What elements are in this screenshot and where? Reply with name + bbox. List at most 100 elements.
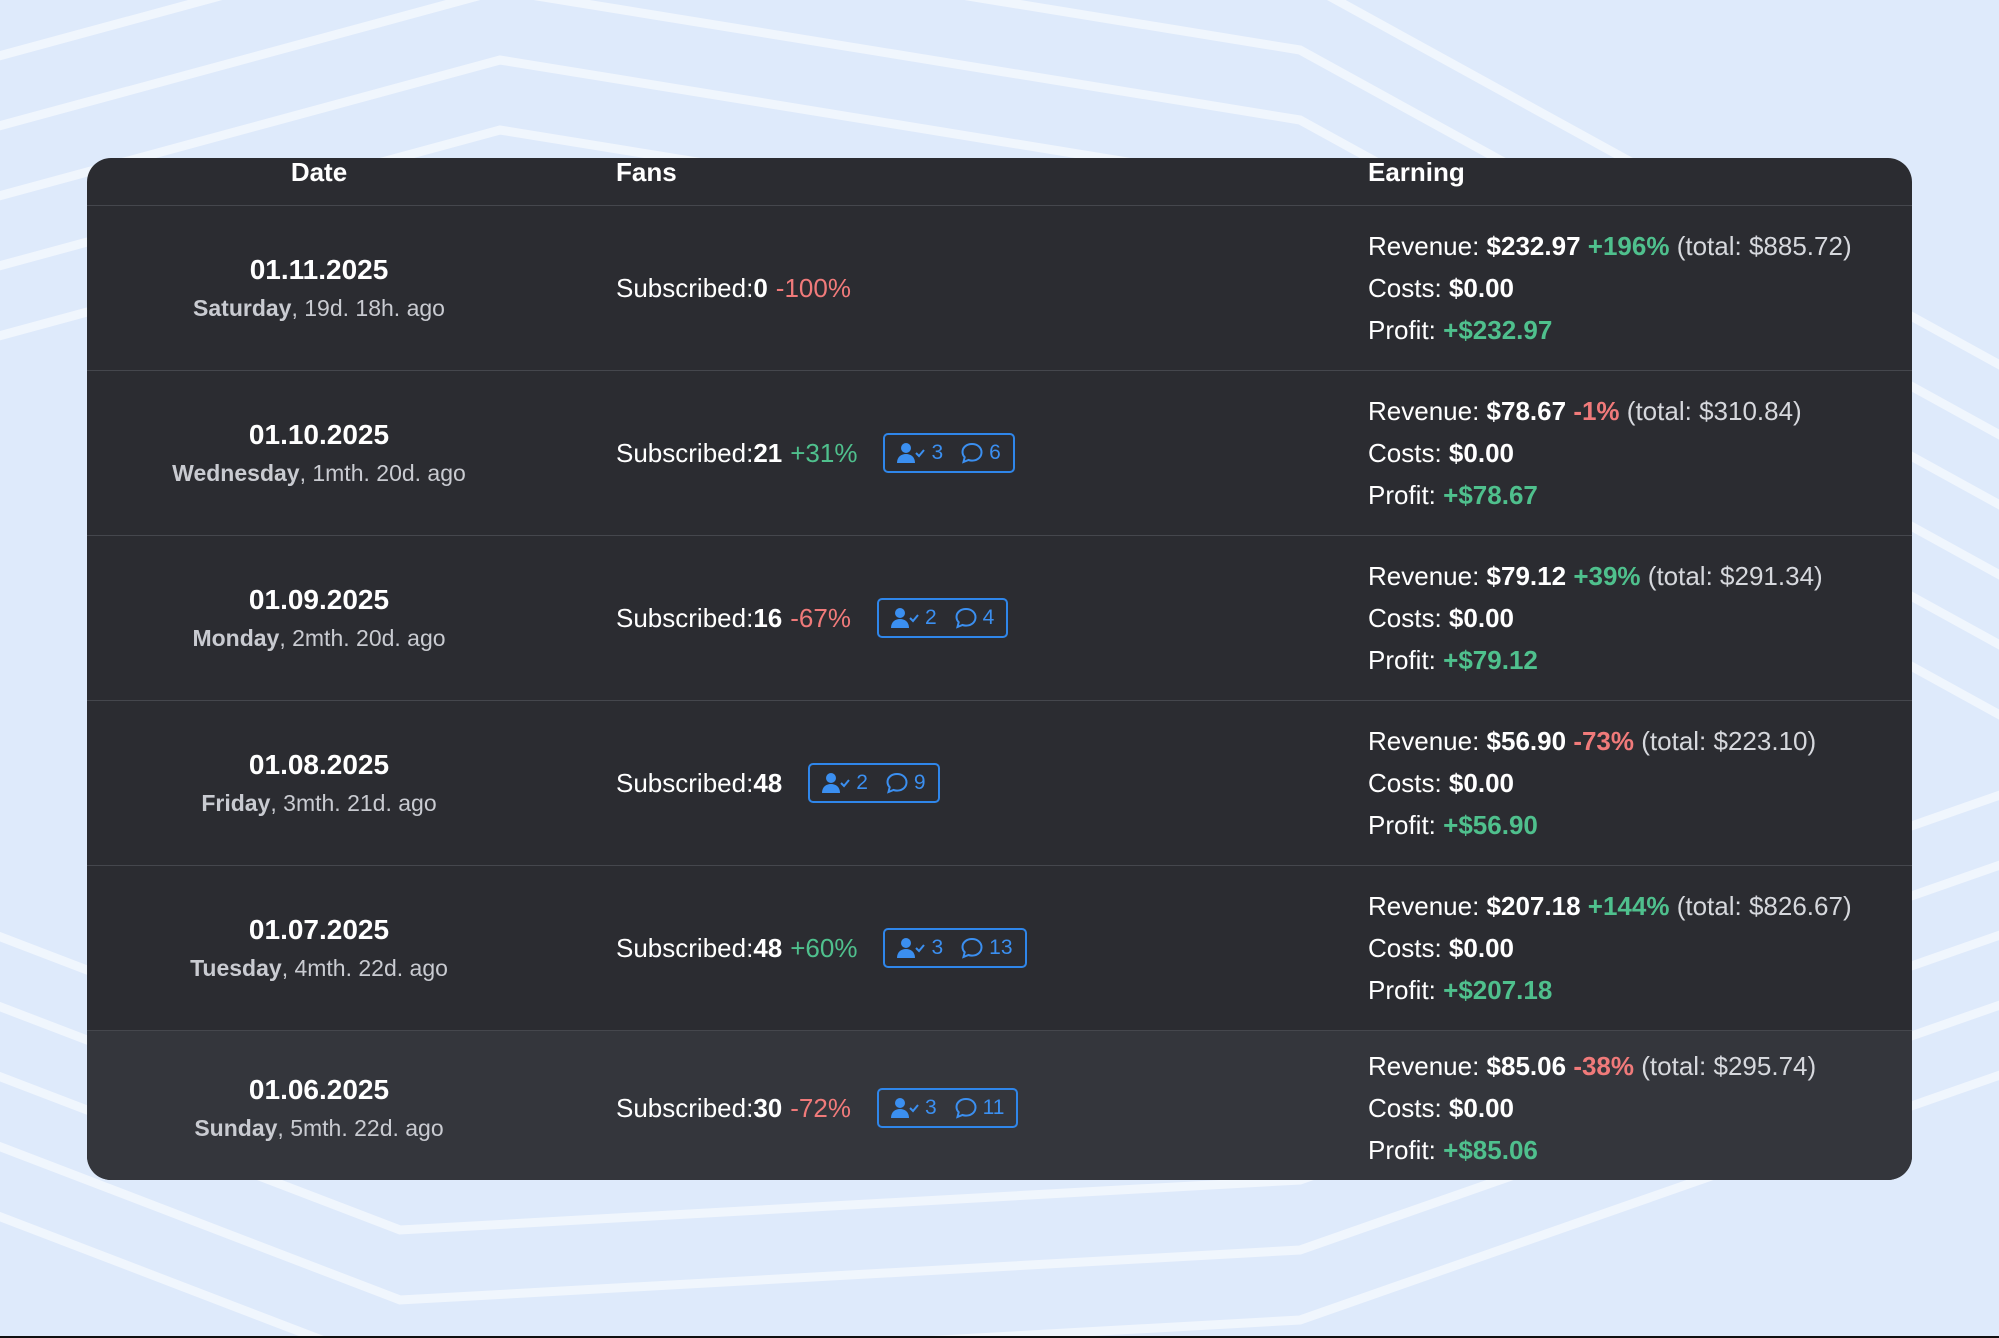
table-row[interactable]: 01.08.2025 Friday, 3mth. 21d. ago Subscrib… — [87, 701, 1912, 866]
fans-cell: Subscribed: 30 -72% 3 11 — [616, 1031, 1019, 1180]
badge-users-count: 3 — [931, 441, 944, 464]
costs-line: Costs: $0.00 — [1368, 267, 1852, 309]
profit-value: +$232.97 — [1443, 315, 1553, 345]
subscribed-label: Subscribed: — [616, 272, 754, 303]
subscribed-label: Subscribed: — [616, 437, 754, 468]
fans-cell: Subscribed: 16 -67% 2 4 — [616, 536, 1009, 700]
fans-change: -67% — [790, 602, 851, 633]
revenue-label: Revenue: — [1368, 231, 1480, 261]
subscribed-label: Subscribed: — [616, 767, 754, 798]
total-label: (total: — [1676, 231, 1742, 261]
costs-label: Costs: — [1368, 438, 1442, 468]
weekday: Wednesday — [172, 460, 300, 486]
costs-label: Costs: — [1368, 933, 1442, 963]
time-ago: , 3mth. 21d. ago — [270, 790, 437, 816]
table-row[interactable]: 01.11.2025 Saturday, 19d. 18h. ago Subscri… — [87, 206, 1912, 371]
fans-cell: Subscribed: 0 -100% — [616, 206, 851, 370]
subscribed-label: Subscribed: — [616, 602, 754, 633]
revenue-value: $85.06 — [1486, 1051, 1567, 1081]
subscribed-label: Subscribed: — [616, 932, 754, 963]
revenue-line: Revenue: $78.67 -1% (total: $310.84) — [1368, 390, 1802, 432]
date-value: 01.09.2025 — [248, 584, 390, 615]
time-ago: , 1mth. 20d. ago — [299, 460, 466, 486]
revenue-value: $232.97 — [1486, 231, 1581, 261]
table-row[interactable]: 01.06.2025 Sunday, 5mth. 22d. ago Subscrib… — [87, 1031, 1912, 1180]
user-check-icon — [822, 773, 851, 793]
date-value: 01.07.2025 — [248, 914, 390, 945]
profit-label: Profit: — [1368, 1135, 1436, 1165]
fans-change: -72% — [790, 1092, 851, 1123]
revenue-value: $207.18 — [1486, 891, 1581, 921]
stats-table: Date Fans Earning 01.11.2025 Saturday, 19… — [87, 158, 1912, 1180]
fans-cell: Subscribed: 48 +60% 3 13 — [616, 866, 1027, 1030]
costs-value: $0.00 — [1448, 438, 1514, 468]
costs-line: Costs: $0.00 — [1368, 597, 1823, 639]
fans-activity-badge[interactable]: 3 13 — [883, 928, 1027, 968]
costs-line: Costs: $0.00 — [1368, 432, 1802, 474]
subscribed-count: 48 — [753, 767, 783, 798]
date-relative: Wednesday, 1mth. 20d. ago — [172, 457, 466, 489]
subscribed-count: 21 — [753, 437, 783, 468]
revenue-change: +196% — [1587, 231, 1670, 261]
revenue-total: (total: $291.34) — [1648, 561, 1823, 591]
total-label: (total: — [1647, 561, 1713, 591]
profit-value: +$78.67 — [1443, 480, 1538, 510]
date-relative: Sunday, 5mth. 22d. ago — [194, 1112, 443, 1144]
total-value: $885.72 — [1748, 231, 1843, 261]
time-ago: , 2mth. 20d. ago — [279, 625, 446, 651]
total-label: (total: — [1641, 1051, 1707, 1081]
table-row[interactable]: 01.09.2025 Monday, 2mth. 20d. ago Subscrib… — [87, 536, 1912, 701]
revenue-line: Revenue: $207.18 +144% (total: $826.67) — [1368, 885, 1852, 927]
message-icon — [961, 442, 983, 464]
column-header-date[interactable]: Date — [290, 158, 348, 187]
fans-change: +60% — [790, 932, 858, 963]
badge-messages-count: 6 — [989, 441, 1001, 464]
badge-users-count: 3 — [924, 1096, 937, 1119]
profit-value: +$56.90 — [1443, 810, 1538, 840]
revenue-label: Revenue: — [1368, 726, 1480, 756]
time-ago: , 19d. 18h. ago — [291, 295, 445, 321]
revenue-change: +144% — [1587, 891, 1670, 921]
profit-line: Profit: +$79.12 — [1368, 639, 1823, 681]
column-header-earning[interactable]: Earning — [1368, 158, 1465, 187]
date-relative: Friday, 3mth. 21d. ago — [201, 787, 436, 819]
time-ago: , 4mth. 22d. ago — [281, 955, 448, 981]
revenue-change: -1% — [1573, 396, 1620, 426]
costs-label: Costs: — [1368, 1093, 1442, 1123]
profit-value: +$207.18 — [1443, 975, 1553, 1005]
total-value: $310.84 — [1699, 396, 1794, 426]
fans-activity-badge[interactable]: 3 11 — [876, 1088, 1019, 1128]
revenue-value: $78.67 — [1486, 396, 1567, 426]
profit-line: Profit: +$56.90 — [1368, 804, 1816, 846]
fans-cell: Subscribed: 48 2 9 — [616, 701, 940, 865]
revenue-line: Revenue: $79.12 +39% (total: $291.34) — [1368, 555, 1823, 597]
date-value: 01.10.2025 — [248, 419, 390, 450]
table-row[interactable]: 01.07.2025 Tuesday, 4mth. 22d. ago Subscri… — [87, 866, 1912, 1031]
revenue-change: +39% — [1573, 561, 1641, 591]
profit-label: Profit: — [1368, 315, 1436, 345]
message-icon — [955, 1097, 977, 1119]
revenue-label: Revenue: — [1368, 561, 1480, 591]
date-cell: 01.08.2025 Friday, 3mth. 21d. ago — [87, 701, 551, 865]
subscribed-label: Subscribed: — [616, 1092, 754, 1123]
weekday: Sunday — [194, 1115, 278, 1141]
profit-label: Profit: — [1368, 975, 1436, 1005]
earning-cell: Revenue: $78.67 -1% (total: $310.84) Cost… — [1368, 371, 1802, 535]
profit-line: Profit: +$78.67 — [1368, 474, 1802, 516]
profit-line: Profit: +$85.06 — [1368, 1129, 1816, 1171]
fans-change: -100% — [775, 272, 851, 303]
earning-cell: Revenue: $232.97 +196% (total: $885.72) C… — [1368, 206, 1852, 370]
revenue-value: $56.90 — [1486, 726, 1567, 756]
weekday: Tuesday — [190, 955, 282, 981]
earning-cell: Revenue: $207.18 +144% (total: $826.67) C… — [1368, 866, 1852, 1030]
total-value: $826.67 — [1748, 891, 1843, 921]
table-row[interactable]: 01.10.2025 Wednesday, 1mth. 20d. ago Subsc… — [87, 371, 1912, 536]
total-close: ) — [1807, 726, 1817, 756]
profit-line: Profit: +$232.97 — [1368, 309, 1852, 351]
date-cell: 01.11.2025 Saturday, 19d. 18h. ago — [87, 206, 551, 370]
badge-users-count: 3 — [931, 936, 944, 959]
column-header-fans[interactable]: Fans — [616, 158, 677, 187]
